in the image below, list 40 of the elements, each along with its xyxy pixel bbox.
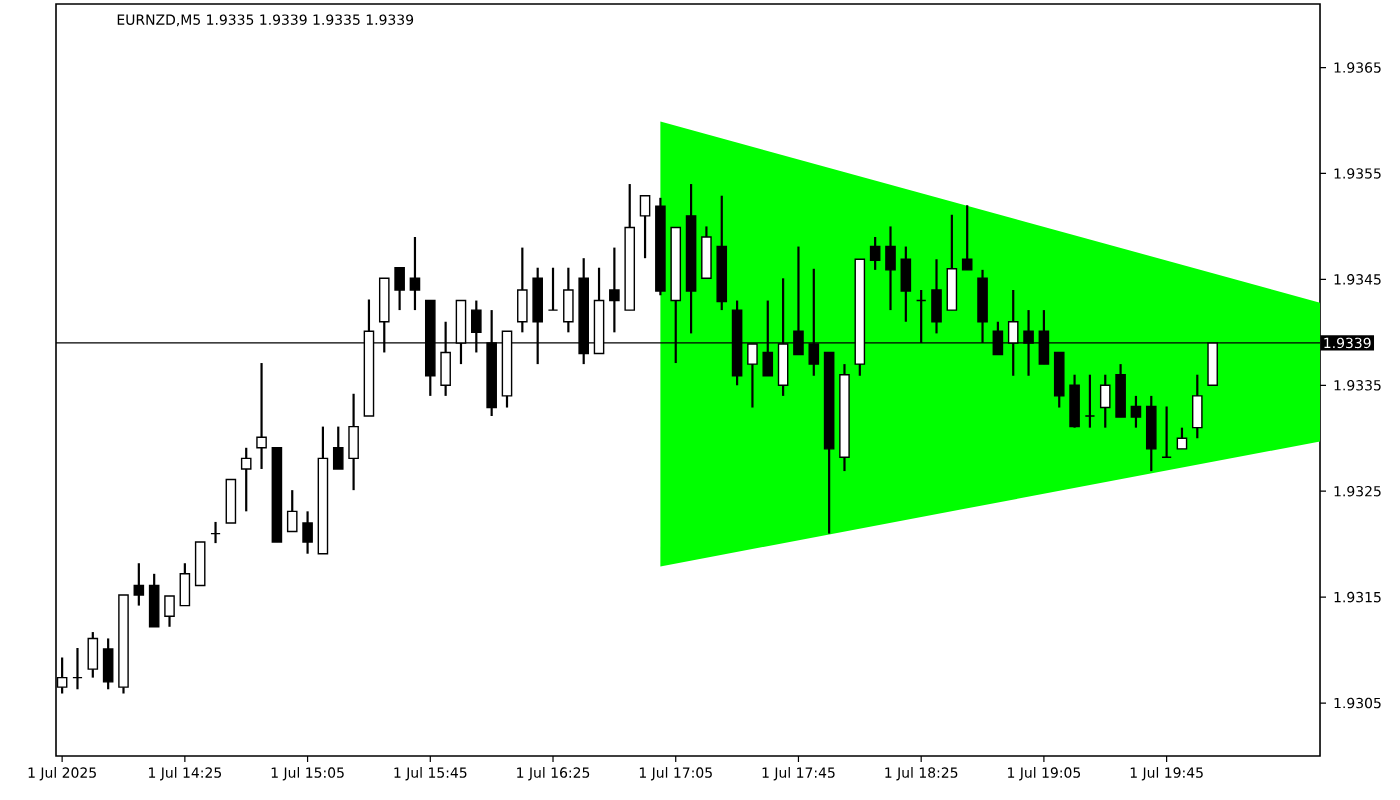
candlestick bbox=[1084, 373, 1096, 429]
candlestick bbox=[133, 562, 145, 607]
candlestick bbox=[609, 246, 620, 334]
candlestick bbox=[72, 646, 83, 691]
candlestick bbox=[348, 392, 359, 492]
candlestick bbox=[563, 266, 574, 334]
candlestick bbox=[102, 637, 114, 691]
candlestick bbox=[1099, 373, 1111, 429]
candlestick bbox=[332, 425, 344, 471]
candlestick bbox=[164, 594, 175, 628]
candlestick bbox=[394, 266, 405, 312]
candlestick bbox=[1115, 363, 1126, 419]
candlestick bbox=[194, 541, 206, 587]
candlestick bbox=[869, 235, 881, 271]
candlestick bbox=[1161, 405, 1172, 459]
candlestick bbox=[1069, 373, 1080, 429]
candlestick bbox=[701, 225, 712, 280]
candlestick bbox=[409, 235, 421, 312]
candlestick bbox=[210, 520, 221, 545]
candlestick bbox=[286, 489, 298, 533]
candlestick bbox=[1176, 426, 1188, 450]
candlestick bbox=[961, 204, 973, 271]
candlestick bbox=[302, 510, 313, 555]
candlestick bbox=[931, 258, 942, 335]
candlestick bbox=[1053, 351, 1065, 409]
candlestick bbox=[900, 245, 912, 323]
candlestick bbox=[547, 266, 559, 312]
candlestick bbox=[517, 246, 528, 334]
candlestick bbox=[1145, 394, 1157, 473]
candlestick bbox=[225, 478, 237, 524]
candlestick bbox=[1192, 373, 1203, 440]
candlestick bbox=[256, 361, 267, 471]
candlestick bbox=[885, 225, 896, 312]
candlestick bbox=[639, 194, 651, 260]
candlestick bbox=[240, 446, 252, 513]
candlestick bbox=[946, 213, 958, 312]
candlestick bbox=[179, 562, 191, 607]
candlestick bbox=[87, 630, 99, 679]
candlestick bbox=[1130, 394, 1142, 429]
candlestick bbox=[148, 572, 160, 628]
